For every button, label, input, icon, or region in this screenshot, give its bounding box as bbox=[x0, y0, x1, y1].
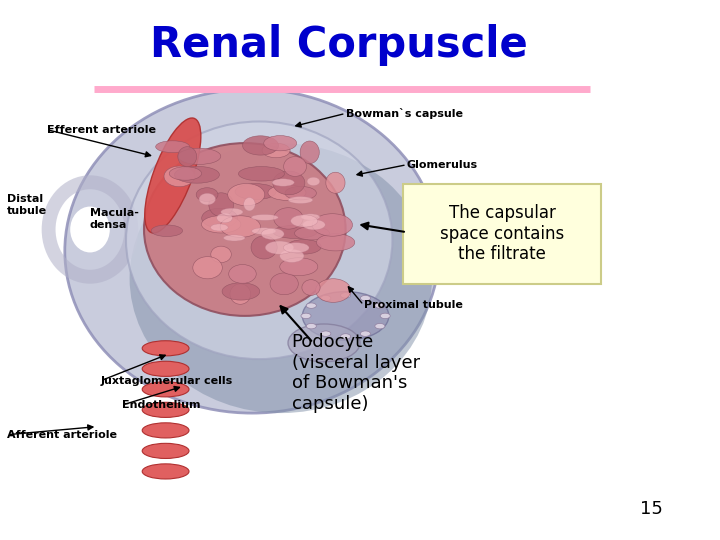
Ellipse shape bbox=[273, 225, 317, 239]
Ellipse shape bbox=[142, 443, 189, 458]
Ellipse shape bbox=[360, 331, 371, 336]
Text: Bowman`s capsule: Bowman`s capsule bbox=[346, 108, 462, 119]
Ellipse shape bbox=[196, 188, 218, 201]
Ellipse shape bbox=[317, 234, 355, 251]
Ellipse shape bbox=[70, 206, 109, 252]
FancyBboxPatch shape bbox=[403, 184, 601, 284]
Ellipse shape bbox=[288, 324, 360, 362]
Ellipse shape bbox=[302, 292, 389, 340]
Ellipse shape bbox=[321, 295, 331, 301]
Ellipse shape bbox=[261, 228, 284, 240]
Ellipse shape bbox=[222, 283, 260, 300]
Text: The capsular
space contains
the filtrate: The capsular space contains the filtrate bbox=[440, 204, 564, 264]
Ellipse shape bbox=[142, 464, 189, 479]
Ellipse shape bbox=[130, 143, 432, 413]
Ellipse shape bbox=[230, 284, 251, 304]
Ellipse shape bbox=[274, 208, 303, 229]
Ellipse shape bbox=[228, 184, 265, 206]
Ellipse shape bbox=[164, 166, 194, 187]
Ellipse shape bbox=[202, 215, 241, 233]
Text: Proximal tubule: Proximal tubule bbox=[364, 300, 462, 310]
Ellipse shape bbox=[156, 141, 189, 153]
Ellipse shape bbox=[229, 265, 256, 284]
Ellipse shape bbox=[199, 193, 215, 205]
Ellipse shape bbox=[341, 293, 351, 298]
Ellipse shape bbox=[288, 197, 312, 204]
Ellipse shape bbox=[251, 236, 277, 259]
Ellipse shape bbox=[312, 214, 353, 236]
Ellipse shape bbox=[341, 334, 351, 339]
Ellipse shape bbox=[268, 185, 306, 200]
Ellipse shape bbox=[291, 215, 318, 227]
Ellipse shape bbox=[217, 213, 233, 223]
Text: Glomerulus: Glomerulus bbox=[407, 160, 478, 170]
Text: Podocyte
(visceral layer
of Bowman's
capsule): Podocyte (visceral layer of Bowman's cap… bbox=[292, 333, 420, 413]
Ellipse shape bbox=[380, 313, 390, 319]
Ellipse shape bbox=[265, 241, 294, 254]
Ellipse shape bbox=[142, 402, 189, 417]
Ellipse shape bbox=[272, 179, 294, 186]
Ellipse shape bbox=[169, 167, 202, 180]
Text: 15: 15 bbox=[639, 501, 662, 518]
Ellipse shape bbox=[243, 136, 279, 155]
Ellipse shape bbox=[211, 246, 231, 262]
Ellipse shape bbox=[306, 323, 316, 329]
Ellipse shape bbox=[126, 122, 392, 359]
Text: Renal Corpuscle: Renal Corpuscle bbox=[150, 24, 527, 66]
Ellipse shape bbox=[235, 184, 276, 200]
Ellipse shape bbox=[285, 186, 316, 200]
Ellipse shape bbox=[220, 216, 261, 237]
Ellipse shape bbox=[280, 258, 318, 275]
Ellipse shape bbox=[252, 228, 276, 234]
Ellipse shape bbox=[202, 208, 238, 228]
Ellipse shape bbox=[294, 227, 330, 240]
Ellipse shape bbox=[326, 172, 345, 193]
Ellipse shape bbox=[375, 303, 385, 308]
Ellipse shape bbox=[243, 198, 255, 211]
Ellipse shape bbox=[302, 280, 320, 295]
Ellipse shape bbox=[270, 273, 298, 295]
Ellipse shape bbox=[151, 225, 183, 237]
Ellipse shape bbox=[284, 242, 309, 253]
Text: Afferent arteriole: Afferent arteriole bbox=[7, 430, 117, 440]
Text: Efferent arteriole: Efferent arteriole bbox=[47, 125, 156, 134]
Ellipse shape bbox=[174, 166, 220, 183]
Ellipse shape bbox=[142, 382, 189, 397]
Ellipse shape bbox=[142, 341, 189, 356]
Ellipse shape bbox=[273, 171, 305, 195]
Ellipse shape bbox=[315, 279, 351, 302]
Ellipse shape bbox=[210, 224, 228, 231]
Ellipse shape bbox=[306, 303, 316, 308]
Ellipse shape bbox=[280, 249, 304, 262]
Ellipse shape bbox=[360, 295, 371, 301]
Ellipse shape bbox=[300, 141, 319, 164]
Ellipse shape bbox=[221, 208, 243, 216]
Ellipse shape bbox=[142, 361, 189, 376]
Ellipse shape bbox=[301, 214, 320, 220]
Text: Juxtaglomerular cells: Juxtaglomerular cells bbox=[101, 376, 233, 386]
Ellipse shape bbox=[375, 323, 385, 329]
Ellipse shape bbox=[302, 220, 325, 230]
Ellipse shape bbox=[223, 235, 245, 241]
Ellipse shape bbox=[144, 143, 346, 316]
Ellipse shape bbox=[251, 214, 278, 220]
Ellipse shape bbox=[209, 193, 233, 217]
Ellipse shape bbox=[264, 136, 297, 151]
Ellipse shape bbox=[262, 143, 290, 158]
Ellipse shape bbox=[287, 240, 321, 254]
Text: Endothelium: Endothelium bbox=[122, 400, 201, 410]
Ellipse shape bbox=[238, 166, 284, 181]
Ellipse shape bbox=[284, 157, 307, 177]
Ellipse shape bbox=[307, 177, 320, 186]
Ellipse shape bbox=[320, 331, 330, 336]
Ellipse shape bbox=[145, 118, 201, 233]
Ellipse shape bbox=[193, 256, 222, 279]
Ellipse shape bbox=[65, 89, 439, 413]
Ellipse shape bbox=[142, 423, 189, 438]
Ellipse shape bbox=[178, 147, 197, 166]
Ellipse shape bbox=[301, 313, 311, 319]
Ellipse shape bbox=[178, 148, 221, 164]
Text: Distal
tubule: Distal tubule bbox=[7, 194, 48, 216]
Text: Macula-
densa: Macula- densa bbox=[90, 208, 139, 230]
